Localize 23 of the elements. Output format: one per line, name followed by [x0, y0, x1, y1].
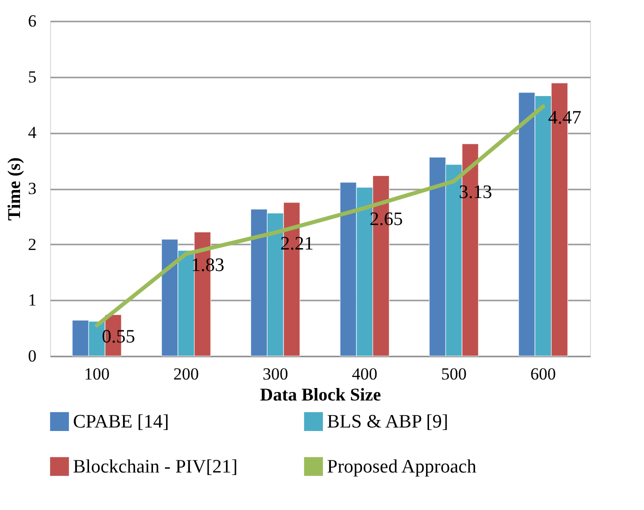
legend-label: BLS & ABP [9] — [327, 412, 448, 433]
x-tick-label: 500 — [441, 364, 467, 384]
y-tick-label: 3 — [28, 179, 36, 198]
legend-label: CPABE [14] — [73, 412, 169, 433]
y-tick-label: 1 — [28, 290, 36, 310]
x-tick-label: 100 — [84, 364, 110, 384]
x-tick-label: 200 — [173, 364, 199, 384]
x-tick-label: 300 — [262, 364, 288, 384]
data-label: 2.65 — [370, 209, 403, 230]
x-axis-title: Data Block Size — [260, 384, 381, 404]
data-label: 4.47 — [548, 107, 582, 128]
line-series — [94, 104, 546, 328]
x-tick-label: 400 — [352, 364, 378, 384]
data-label: 0.55 — [102, 326, 136, 348]
x-tick-label: 600 — [530, 364, 556, 384]
y-tick-label: 5 — [28, 67, 36, 86]
y-axis-title: Time (s) — [4, 157, 24, 221]
legend-label: Proposed Approach — [327, 456, 477, 478]
y-tick-label: 0 — [28, 346, 36, 366]
legend-label: Blockchain - PIV[21] — [73, 456, 238, 478]
y-tick-label: 4 — [28, 123, 37, 142]
y-tick-label: 6 — [28, 12, 36, 30]
y-tick-label: 2 — [28, 234, 36, 254]
